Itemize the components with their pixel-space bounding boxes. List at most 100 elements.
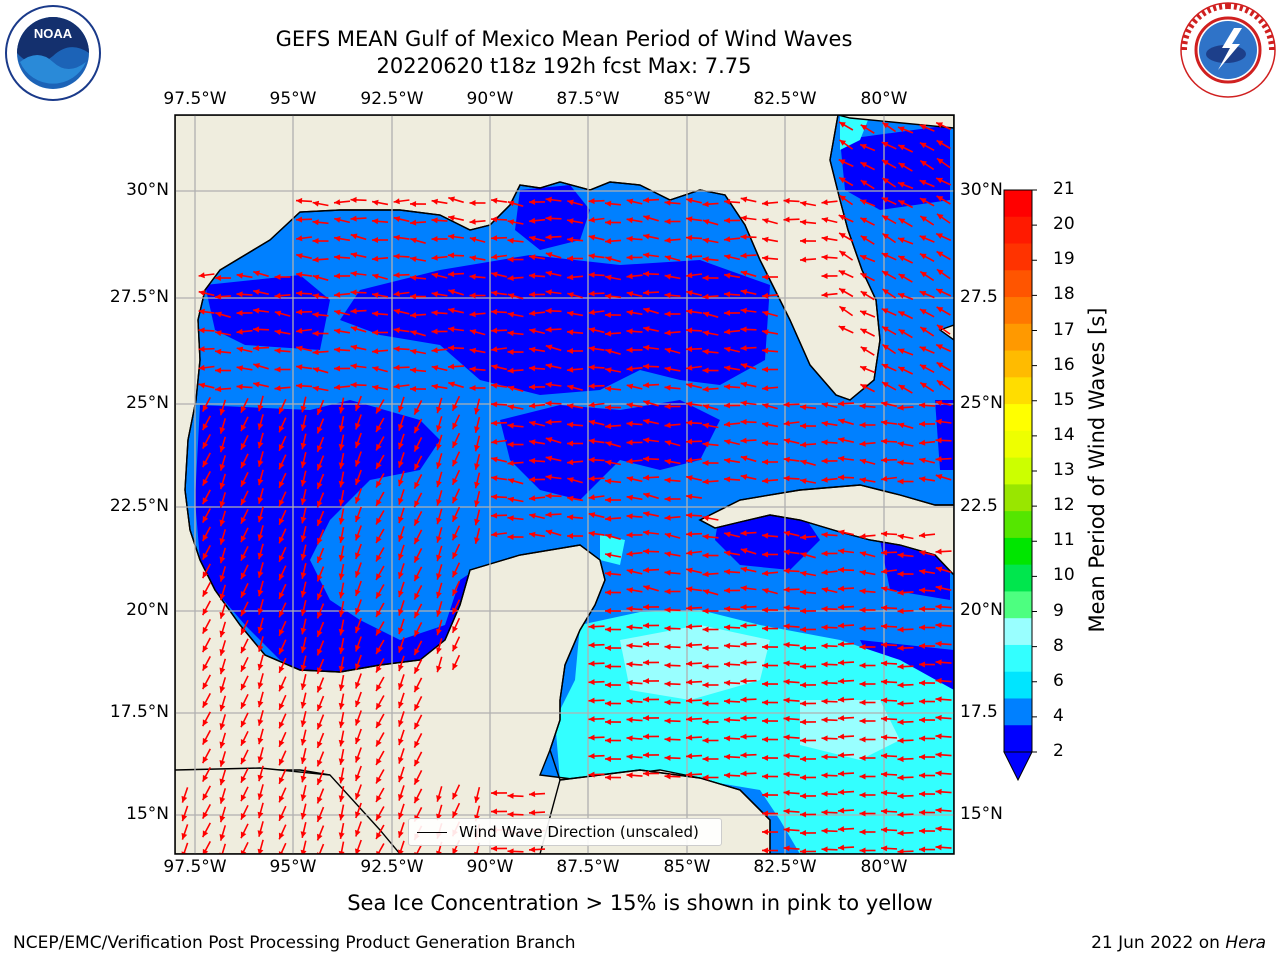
wave-direction-arrow — [436, 508, 443, 525]
wave-direction-arrow — [918, 606, 936, 612]
wave-direction-arrow — [469, 236, 486, 243]
wave-direction-arrow — [723, 365, 741, 372]
wave-direction-arrow — [469, 385, 486, 391]
wave-direction-arrow — [702, 700, 719, 707]
wave-direction-arrow — [702, 422, 719, 429]
wave-direction-arrow — [413, 474, 423, 489]
lat-label: 15°N — [960, 804, 1003, 824]
wave-direction-arrow — [664, 606, 681, 613]
wave-direction-arrow — [300, 655, 307, 672]
wave-direction-arrow — [333, 384, 351, 391]
wave-direction-arrow — [918, 791, 936, 797]
wave-direction-arrow — [799, 404, 817, 411]
wave-direction-arrow — [451, 395, 461, 412]
wave-direction-arrow — [837, 770, 855, 777]
wave-direction-arrow — [740, 437, 757, 444]
colorbar-swatch — [1004, 511, 1032, 539]
wave-direction-arrow — [278, 417, 287, 433]
wave-direction-arrow — [507, 811, 524, 818]
wave-direction-arrow — [859, 625, 876, 632]
wave-direction-arrow — [201, 434, 212, 449]
wave-direction-arrow — [528, 846, 546, 853]
wave-direction-arrow — [643, 233, 659, 240]
wave-direction-arrow — [338, 674, 345, 692]
wave-direction-arrow — [355, 728, 362, 745]
wave-direction-arrow — [507, 460, 524, 467]
colorbar-tick-label: 19 — [1053, 249, 1075, 270]
wave-direction-arrow — [567, 199, 583, 206]
wave-direction-arrow — [334, 217, 350, 224]
wave-direction-arrow — [702, 367, 719, 374]
wave-direction-arrow — [642, 733, 660, 740]
wave-direction-arrow — [604, 219, 622, 226]
wave-direction-arrow — [201, 397, 212, 412]
wave-direction-arrow — [897, 348, 914, 356]
wave-direction-arrow — [312, 349, 329, 356]
wave-direction-arrow — [257, 654, 264, 671]
wave-direction-arrow — [859, 477, 876, 484]
wave-direction-arrow — [761, 385, 779, 392]
wave-direction-arrow — [626, 679, 643, 686]
wave-direction-arrow — [935, 751, 952, 758]
lat-label: 25°N — [960, 393, 1003, 413]
wave-direction-arrow — [936, 250, 951, 261]
wave-direction-arrow — [881, 141, 897, 150]
wave-direction-arrow — [723, 605, 741, 612]
lon-label: 95°W — [269, 857, 317, 877]
wave-direction-arrow — [626, 661, 643, 668]
wave-direction-arrow — [257, 673, 264, 689]
wave-direction-arrow — [278, 528, 287, 544]
wave-direction-arrow — [236, 328, 253, 335]
wave-direction-arrow — [881, 586, 897, 593]
wave-direction-arrow — [545, 529, 562, 537]
wave-direction-arrow — [626, 494, 643, 501]
wave-direction-arrow — [702, 645, 719, 651]
wave-direction-arrow — [436, 601, 443, 617]
wave-direction-arrow — [740, 345, 757, 352]
wave-direction-arrow — [398, 507, 405, 524]
wave-direction-arrow — [528, 217, 546, 224]
wave-direction-arrow — [588, 383, 605, 390]
wave-direction-arrow — [685, 549, 703, 556]
wave-direction-arrow — [664, 292, 681, 299]
wave-direction-arrow — [338, 471, 345, 488]
wave-direction-arrow — [219, 473, 227, 490]
wave-direction-arrow — [451, 654, 461, 671]
colorbar-swatch — [1004, 350, 1032, 378]
wave-direction-arrow — [469, 218, 486, 225]
wave-direction-arrow — [240, 619, 249, 636]
wave-direction-arrow — [723, 291, 741, 298]
wave-direction-arrow — [338, 730, 345, 747]
wave-direction-arrow — [761, 292, 779, 299]
wave-direction-arrow — [604, 293, 622, 300]
wave-direction-arrow — [936, 195, 951, 205]
wave-direction-arrow — [724, 531, 740, 538]
wave-direction-arrow — [837, 585, 855, 592]
wave-direction-arrow — [300, 600, 307, 616]
wave-direction-arrow — [897, 811, 914, 818]
wave-direction-arrow — [567, 255, 583, 262]
lat-label: 30°N — [126, 180, 169, 200]
wave-direction-arrow — [436, 471, 443, 488]
wave-direction-arrow — [783, 826, 800, 833]
wave-direction-arrow — [312, 367, 329, 374]
wave-direction-arrow — [838, 194, 854, 206]
wave-direction-arrow — [702, 774, 719, 781]
wave-direction-arrow — [300, 711, 307, 727]
wave-direction-arrow — [686, 475, 702, 482]
wave-direction-arrow — [257, 469, 264, 486]
wave-direction-arrow — [897, 848, 914, 854]
wave-direction-arrow — [935, 696, 952, 703]
wave-direction-arrow — [897, 700, 914, 707]
wave-direction-arrow — [375, 584, 385, 599]
wave-direction-arrow — [897, 626, 914, 633]
wave-direction-arrow — [740, 363, 757, 370]
wave-direction-arrow — [897, 663, 914, 670]
wave-direction-arrow — [375, 806, 385, 821]
colorbar-swatch — [1004, 591, 1032, 619]
wave-direction-arrow — [413, 696, 423, 711]
wave-direction-arrow — [566, 514, 584, 521]
wave-direction-arrow — [202, 841, 212, 854]
wave-direction-arrow — [431, 365, 448, 372]
